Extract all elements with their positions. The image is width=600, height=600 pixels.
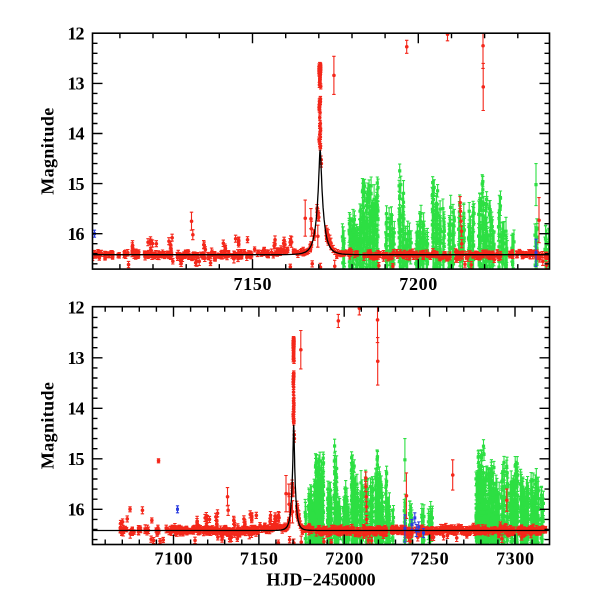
svg-text:7300: 7300 [496, 549, 534, 569]
svg-text:14: 14 [68, 399, 85, 419]
svg-text:7150: 7150 [240, 549, 278, 569]
svg-text:HJD−2450000: HJD−2450000 [266, 570, 375, 590]
svg-text:12: 12 [68, 298, 85, 318]
svg-text:7100: 7100 [155, 549, 193, 569]
svg-text:15: 15 [68, 174, 85, 194]
svg-text:16: 16 [68, 500, 85, 520]
svg-text:14: 14 [68, 124, 85, 144]
svg-text:12: 12 [68, 24, 85, 44]
svg-text:7150: 7150 [234, 274, 272, 294]
svg-text:7200: 7200 [325, 549, 363, 569]
svg-text:15: 15 [68, 449, 85, 469]
svg-text:Magnitude: Magnitude [38, 382, 58, 469]
svg-text:16: 16 [68, 224, 85, 244]
svg-text:13: 13 [68, 348, 85, 368]
svg-text:Magnitude: Magnitude [38, 108, 58, 195]
svg-text:7250: 7250 [411, 549, 449, 569]
svg-text:13: 13 [68, 74, 85, 94]
svg-text:7200: 7200 [399, 274, 437, 294]
